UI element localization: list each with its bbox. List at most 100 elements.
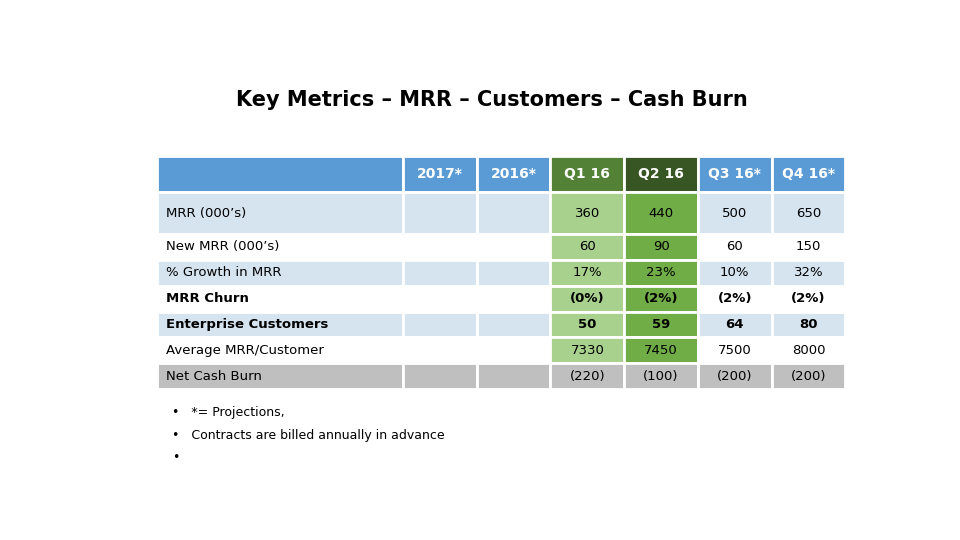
Text: 2017*: 2017* [417, 167, 463, 181]
FancyBboxPatch shape [698, 338, 772, 363]
Text: Enterprise Customers: Enterprise Customers [166, 318, 328, 331]
FancyBboxPatch shape [698, 260, 772, 286]
FancyBboxPatch shape [772, 260, 846, 286]
FancyBboxPatch shape [403, 363, 477, 389]
FancyBboxPatch shape [157, 156, 403, 192]
Text: •   *= Projections,: • *= Projections, [172, 406, 285, 419]
FancyBboxPatch shape [550, 156, 624, 192]
Text: MRR Churn: MRR Churn [166, 292, 249, 305]
Text: (2%): (2%) [791, 292, 826, 305]
Text: MRR (000’s): MRR (000’s) [166, 207, 247, 220]
FancyBboxPatch shape [698, 286, 772, 312]
FancyBboxPatch shape [157, 338, 403, 363]
FancyBboxPatch shape [550, 363, 624, 389]
FancyBboxPatch shape [403, 312, 477, 338]
Text: Q2 16: Q2 16 [638, 167, 684, 181]
Text: 360: 360 [575, 207, 600, 220]
FancyBboxPatch shape [698, 363, 772, 389]
FancyBboxPatch shape [403, 192, 477, 234]
FancyBboxPatch shape [772, 192, 846, 234]
FancyBboxPatch shape [550, 286, 624, 312]
FancyBboxPatch shape [550, 338, 624, 363]
FancyBboxPatch shape [403, 260, 477, 286]
FancyBboxPatch shape [157, 260, 403, 286]
Text: 500: 500 [722, 207, 748, 220]
Text: •: • [172, 451, 180, 464]
Text: 80: 80 [800, 318, 818, 331]
FancyBboxPatch shape [624, 363, 698, 389]
Text: (200): (200) [791, 370, 827, 383]
FancyBboxPatch shape [477, 363, 550, 389]
Text: (100): (100) [643, 370, 679, 383]
FancyBboxPatch shape [698, 192, 772, 234]
FancyBboxPatch shape [157, 192, 403, 234]
FancyBboxPatch shape [624, 260, 698, 286]
Text: (2%): (2%) [717, 292, 752, 305]
FancyBboxPatch shape [772, 234, 846, 260]
Text: 7450: 7450 [644, 344, 678, 357]
Text: 23%: 23% [646, 266, 676, 279]
Text: Q3 16*: Q3 16* [708, 167, 761, 181]
FancyBboxPatch shape [624, 338, 698, 363]
FancyBboxPatch shape [477, 286, 550, 312]
FancyBboxPatch shape [698, 312, 772, 338]
FancyBboxPatch shape [477, 312, 550, 338]
FancyBboxPatch shape [157, 312, 403, 338]
Text: 32%: 32% [794, 266, 824, 279]
FancyBboxPatch shape [624, 192, 698, 234]
FancyBboxPatch shape [624, 234, 698, 260]
Text: 440: 440 [649, 207, 674, 220]
Text: Q4 16*: Q4 16* [782, 167, 835, 181]
FancyBboxPatch shape [550, 260, 624, 286]
Text: 50: 50 [578, 318, 596, 331]
FancyBboxPatch shape [157, 286, 403, 312]
Text: (0%): (0%) [570, 292, 605, 305]
FancyBboxPatch shape [157, 363, 403, 389]
FancyBboxPatch shape [550, 192, 624, 234]
FancyBboxPatch shape [477, 192, 550, 234]
Text: 90: 90 [653, 240, 669, 253]
Text: 8000: 8000 [792, 344, 826, 357]
Text: •   Contracts are billed annually in advance: • Contracts are billed annually in advan… [172, 429, 444, 442]
FancyBboxPatch shape [624, 156, 698, 192]
FancyBboxPatch shape [403, 234, 477, 260]
Text: 10%: 10% [720, 266, 750, 279]
Text: % Growth in MRR: % Growth in MRR [166, 266, 281, 279]
Text: (2%): (2%) [644, 292, 679, 305]
FancyBboxPatch shape [157, 234, 403, 260]
FancyBboxPatch shape [403, 338, 477, 363]
Text: 60: 60 [579, 240, 596, 253]
FancyBboxPatch shape [477, 156, 550, 192]
Text: 150: 150 [796, 240, 821, 253]
FancyBboxPatch shape [550, 234, 624, 260]
FancyBboxPatch shape [477, 338, 550, 363]
FancyBboxPatch shape [550, 312, 624, 338]
Text: Average MRR/Customer: Average MRR/Customer [166, 344, 324, 357]
Text: 59: 59 [652, 318, 670, 331]
FancyBboxPatch shape [698, 156, 772, 192]
Text: Net Cash Burn: Net Cash Burn [166, 370, 262, 383]
FancyBboxPatch shape [477, 260, 550, 286]
FancyBboxPatch shape [477, 234, 550, 260]
FancyBboxPatch shape [772, 156, 846, 192]
FancyBboxPatch shape [772, 286, 846, 312]
FancyBboxPatch shape [624, 286, 698, 312]
Text: 7500: 7500 [718, 344, 752, 357]
Text: 60: 60 [727, 240, 743, 253]
Text: 2016*: 2016* [491, 167, 537, 181]
FancyBboxPatch shape [624, 312, 698, 338]
Text: Q1 16: Q1 16 [564, 167, 611, 181]
Text: (220): (220) [569, 370, 605, 383]
Text: New MRR (000’s): New MRR (000’s) [166, 240, 279, 253]
FancyBboxPatch shape [698, 234, 772, 260]
FancyBboxPatch shape [772, 338, 846, 363]
FancyBboxPatch shape [403, 286, 477, 312]
FancyBboxPatch shape [772, 363, 846, 389]
Text: (200): (200) [717, 370, 753, 383]
Text: 7330: 7330 [570, 344, 604, 357]
FancyBboxPatch shape [772, 312, 846, 338]
FancyBboxPatch shape [403, 156, 477, 192]
Text: 64: 64 [726, 318, 744, 331]
Text: Key Metrics – MRR – Customers – Cash Burn: Key Metrics – MRR – Customers – Cash Bur… [236, 90, 748, 110]
Text: 650: 650 [796, 207, 821, 220]
